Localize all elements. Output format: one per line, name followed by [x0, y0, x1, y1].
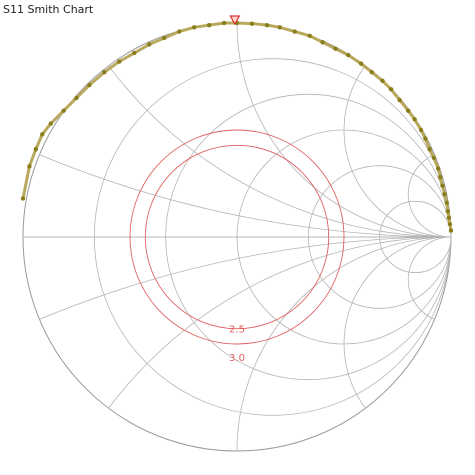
marker-layer	[229, 15, 241, 26]
trace-point	[369, 70, 375, 75]
trace-point	[380, 78, 385, 83]
reactance-arc	[23, 236, 451, 451]
reactance-arc	[236, 23, 451, 238]
vswr-label: 3.0	[229, 353, 245, 364]
trace-point	[27, 164, 32, 169]
trace-point	[206, 22, 212, 28]
marker-triangle	[229, 15, 241, 26]
trace-point	[132, 50, 137, 56]
trace-point	[277, 25, 282, 30]
trace-point	[333, 46, 338, 51]
trace-point	[264, 22, 270, 28]
vswr-circle	[144, 144, 330, 330]
trace-point	[412, 117, 417, 122]
trace-point	[87, 82, 92, 88]
reactance-arc	[407, 150, 451, 238]
trace-point	[418, 127, 424, 133]
trace-point	[162, 35, 167, 41]
trace-point	[117, 59, 122, 64]
trace-point	[102, 70, 107, 75]
trace-point	[147, 42, 152, 47]
reactance-arc	[343, 236, 451, 451]
trace-point	[397, 97, 402, 103]
trace-point	[320, 40, 325, 45]
chart-title: S11 Smith Chart	[3, 3, 94, 16]
trace-point	[346, 52, 351, 58]
reactance-arc	[23, 23, 451, 238]
trace-point	[307, 33, 312, 39]
trace-point	[292, 29, 297, 34]
trace-point	[447, 221, 453, 227]
trace-point	[423, 136, 428, 141]
trace-point	[20, 196, 26, 201]
trace-point	[33, 147, 39, 152]
trace-point	[445, 209, 450, 214]
reactance-arc	[236, 236, 451, 451]
trace-point	[48, 121, 54, 126]
trace-line	[21, 21, 453, 231]
reactance-arc	[407, 236, 451, 323]
s11-trace	[20, 20, 454, 233]
trace-point	[435, 166, 441, 171]
trace-point	[444, 200, 449, 205]
trace-point	[249, 21, 255, 26]
trace-point	[177, 29, 182, 34]
trace-point	[442, 192, 447, 197]
trace-point	[192, 25, 197, 30]
vswr-circle	[129, 129, 345, 345]
vswr-label: 2.5	[229, 325, 245, 336]
reactance-arc	[343, 23, 451, 238]
trace-point	[427, 147, 432, 152]
trace-point	[388, 87, 394, 92]
trace-point	[221, 20, 227, 26]
trace-point	[61, 108, 66, 113]
trace-point	[448, 228, 454, 233]
trace-point	[74, 95, 79, 101]
vswr-circles: 2.5 3.0	[129, 129, 345, 364]
trace-point	[440, 183, 445, 188]
trace-point	[446, 215, 452, 220]
trace-point	[406, 108, 411, 113]
resistance-circle	[379, 200, 452, 274]
trace-point	[431, 155, 437, 161]
trace-point	[438, 174, 443, 180]
trace-point	[358, 61, 364, 66]
trace-point	[40, 132, 45, 137]
